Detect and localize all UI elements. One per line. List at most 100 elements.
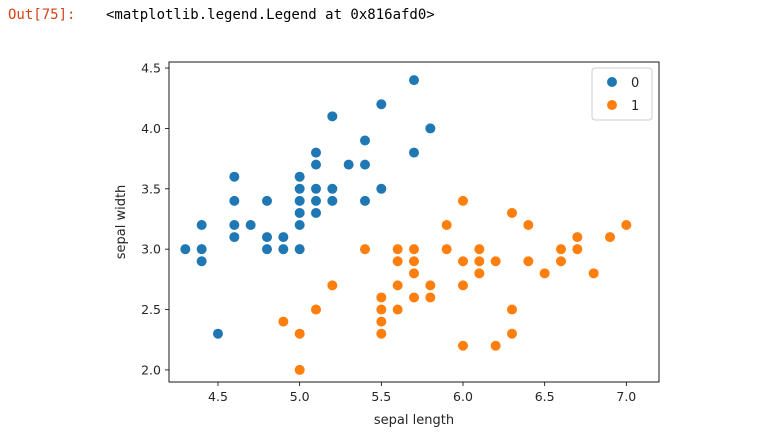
scatter-point <box>294 220 305 231</box>
scatter-point <box>458 340 468 351</box>
scatter-point <box>523 256 534 267</box>
scatter-point <box>327 195 338 206</box>
scatter-point <box>294 244 305 255</box>
scatter-point <box>360 159 370 170</box>
scatter-point <box>392 244 403 255</box>
scatter-point <box>507 207 517 218</box>
scatter-point <box>376 328 387 339</box>
x-tick-label: 6.0 <box>453 389 473 404</box>
scatter-point <box>490 340 501 351</box>
legend-label-0: 0 <box>631 76 639 91</box>
scatter-point <box>409 256 419 267</box>
scatter-point <box>556 244 566 255</box>
scatter-point <box>507 328 517 339</box>
scatter-point <box>196 256 207 267</box>
scatter-point <box>490 256 501 267</box>
legend-label-1: 1 <box>631 99 639 114</box>
scatter-point <box>376 99 387 110</box>
scatter-point <box>311 304 321 315</box>
y-tick-label: 4.0 <box>141 121 161 136</box>
axis-ticks: 4.5 5.0 5.5 6.0 6.5 7.0 2.0 2.5 3.0 3.5 4.0 4.5 <box>141 61 636 404</box>
x-tick-label: 7.0 <box>616 389 636 404</box>
scatter-point <box>458 195 468 206</box>
scatter-point <box>311 147 321 158</box>
y-tick-label: 2.0 <box>141 362 161 377</box>
scatter-point <box>392 280 403 291</box>
scatter-point <box>294 207 305 218</box>
output-cell: Out[75]: <matplotlib.legend.Legend at 0x… <box>8 7 435 27</box>
series-1 <box>278 195 632 375</box>
scatter-point <box>441 220 452 231</box>
scatter-point <box>311 183 321 194</box>
x-tick-label: 5.0 <box>290 389 310 404</box>
scatter-point <box>294 183 305 194</box>
scatter-point <box>180 244 191 255</box>
scatter-point <box>539 268 550 279</box>
scatter-point <box>458 256 468 267</box>
scatter-point <box>376 304 387 315</box>
scatter-point <box>311 195 321 206</box>
scatter-point <box>229 232 240 243</box>
x-axis-label: sepal length <box>374 413 454 428</box>
scatter-point <box>474 244 485 255</box>
scatter-point <box>213 328 223 339</box>
scatter-point <box>278 316 289 327</box>
scatter-point <box>425 280 436 291</box>
scatter-point <box>196 220 207 231</box>
scatter-point <box>572 232 583 243</box>
scatter-point <box>360 195 370 206</box>
scatter-point <box>343 159 354 170</box>
scatter-point <box>229 195 240 206</box>
scatter-point <box>409 75 419 86</box>
scatter-point <box>556 256 566 267</box>
scatter-point <box>572 244 583 255</box>
scatter-point <box>311 159 321 170</box>
scatter-point <box>523 220 534 231</box>
scatter-point <box>458 280 468 291</box>
scatter-point <box>278 244 289 255</box>
scatter-point <box>229 220 240 231</box>
output-prompt: Out[75]: <box>8 7 76 23</box>
y-axis-label: sepal width <box>114 185 129 260</box>
legend-box <box>591 67 653 121</box>
scatter-point <box>327 111 338 122</box>
y-tick-label: 4.5 <box>141 61 161 76</box>
scatter-point <box>245 220 256 231</box>
scatter-point <box>262 232 272 243</box>
x-tick-label: 5.5 <box>371 389 391 404</box>
scatter-point <box>327 183 338 194</box>
scatter-point <box>392 304 403 315</box>
scatter-point <box>262 244 272 255</box>
scatter-point <box>392 256 403 267</box>
scatter-point <box>196 244 207 255</box>
scatter-point <box>409 292 419 303</box>
scatter-point <box>474 256 485 267</box>
legend-marker-1 <box>607 100 617 110</box>
scatter-point <box>360 244 370 255</box>
scatter-point <box>409 244 419 255</box>
scatter-point <box>376 183 387 194</box>
series-0 <box>180 75 436 339</box>
y-tick-label: 2.5 <box>141 302 161 317</box>
scatter-point <box>294 364 305 375</box>
scatter-point <box>588 268 599 279</box>
scatter-point <box>441 244 452 255</box>
scatter-point <box>327 280 338 291</box>
scatter-point <box>311 207 321 218</box>
scatter-points <box>180 75 632 375</box>
scatter-point <box>621 220 632 231</box>
scatter-point <box>605 232 615 243</box>
scatter-point <box>294 328 305 339</box>
scatter-point <box>294 195 305 206</box>
scatter-point <box>360 135 370 146</box>
scatter-point <box>474 268 485 279</box>
scatter-point <box>409 268 419 279</box>
scatter-point <box>409 147 419 158</box>
scatter-point <box>294 171 305 182</box>
x-tick-label: 6.5 <box>535 389 555 404</box>
plot-frame <box>168 61 660 383</box>
scatter-point <box>507 304 517 315</box>
y-tick-label: 3.0 <box>141 242 161 257</box>
scatter-point <box>376 292 387 303</box>
